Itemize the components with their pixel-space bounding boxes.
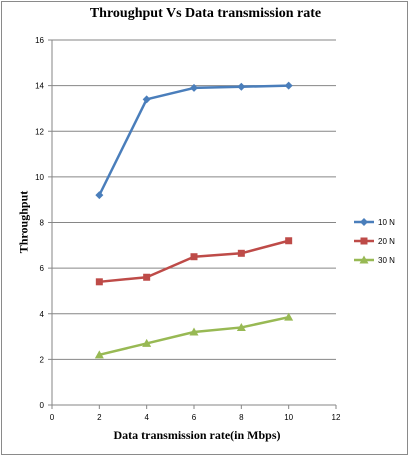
y-tick-label: 4 <box>40 310 45 319</box>
series-1 <box>95 81 293 200</box>
series-group <box>94 81 294 359</box>
series-2 <box>95 237 293 286</box>
legend-item: 20 N <box>354 237 395 246</box>
data-point <box>284 81 293 90</box>
y-tick-label: 8 <box>40 219 45 228</box>
axes <box>48 39 337 409</box>
tick-labels: 0 2 4 6 8 10 12 14 16 0 2 4 6 8 10 12 <box>35 36 341 422</box>
data-point <box>142 95 151 104</box>
legend-label: 30 N <box>378 256 395 265</box>
data-point <box>189 327 199 336</box>
data-point <box>143 273 151 281</box>
y-tick-label: 14 <box>35 82 44 91</box>
legend-label: 20 N <box>378 237 395 246</box>
series-line <box>98 84 289 196</box>
y-tick-label: 12 <box>35 127 44 136</box>
data-point <box>95 278 103 286</box>
series-3 <box>94 312 294 359</box>
legend-label: 10 N <box>378 218 395 227</box>
legend-marker <box>359 255 369 264</box>
data-point <box>237 82 246 91</box>
legend-item: 30 N <box>354 255 395 265</box>
y-tick-label: 0 <box>40 401 45 410</box>
x-tick-label: 8 <box>239 413 244 422</box>
chart-title: Throughput Vs Data transmission rate <box>89 6 322 21</box>
y-tick-label: 2 <box>40 355 45 364</box>
grid-lines <box>52 39 336 360</box>
data-point <box>285 237 293 245</box>
data-point <box>142 338 152 347</box>
x-axis-label: Data transmission rate(in Mbps) <box>113 428 281 442</box>
data-point <box>284 312 294 321</box>
x-tick-label: 2 <box>97 413 102 422</box>
data-point <box>94 350 104 359</box>
x-tick-label: 4 <box>144 413 149 422</box>
x-tick-label: 6 <box>192 413 197 422</box>
legend: 10 N 20 N 30 N <box>354 218 395 265</box>
data-point <box>236 322 246 331</box>
data-point <box>237 249 245 257</box>
legend-marker <box>360 237 368 245</box>
y-tick-label: 10 <box>35 173 44 182</box>
legend-item: 10 N <box>354 218 395 227</box>
x-tick-label: 10 <box>284 413 293 422</box>
data-point <box>190 83 198 92</box>
y-tick-label: 6 <box>40 264 45 273</box>
y-tick-label: 16 <box>35 36 44 45</box>
x-tick-label: 0 <box>50 413 55 422</box>
x-tick-label: 12 <box>332 413 341 422</box>
data-point <box>190 253 198 261</box>
legend-marker <box>360 218 368 226</box>
series-line <box>99 239 289 284</box>
series-line <box>99 315 289 357</box>
data-point <box>95 191 104 200</box>
